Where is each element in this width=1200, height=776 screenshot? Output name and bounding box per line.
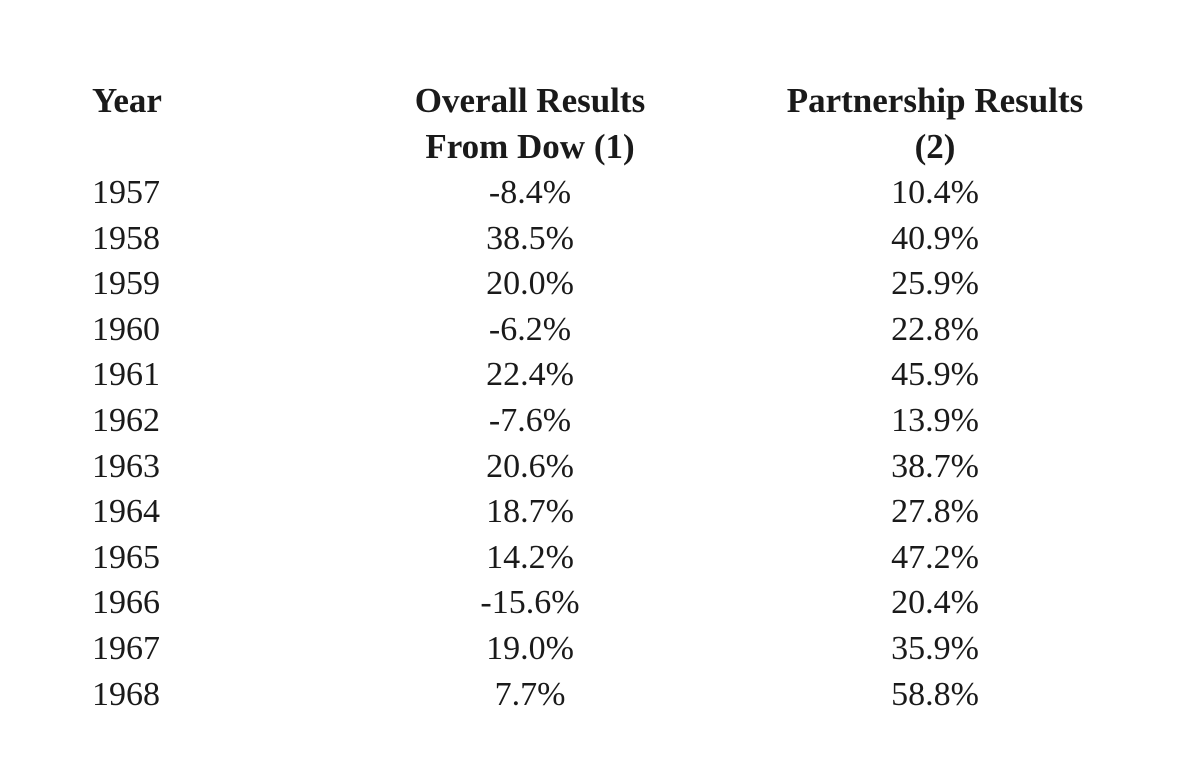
partnership-result-cell: 22.8%: [891, 310, 979, 348]
header-overall-results-line2: From Dow (1): [425, 127, 635, 166]
partnership-result-cell: 38.7%: [891, 447, 979, 485]
year-cell: 1962: [92, 401, 160, 439]
header-partnership-results-line1: Partnership Results: [786, 81, 1084, 120]
year-cell: 1960: [92, 310, 160, 348]
table-row: 1965 14.2% 47.2%: [0, 535, 1200, 581]
year-cell: 1963: [92, 447, 160, 485]
partnership-result-cell: 13.9%: [891, 401, 979, 439]
partnership-result-cell: 40.9%: [891, 219, 979, 257]
year-cell: 1967: [92, 629, 160, 667]
table-body: 1957 -8.4% 10.4% 1958 38.5% 40.9% 1959 2…: [0, 170, 1200, 717]
partnership-result-cell: 58.8%: [891, 675, 979, 713]
table-row: 1963 20.6% 38.7%: [0, 444, 1200, 490]
table-row: 1962 -7.6% 13.9%: [0, 398, 1200, 444]
year-cell: 1957: [92, 174, 160, 211]
year-cell: 1968: [92, 675, 160, 713]
table-row: 1964 18.7% 27.8%: [0, 489, 1200, 535]
table-row: 1957 -8.4% 10.4%: [0, 170, 1200, 216]
partnership-result-cell: 45.9%: [891, 356, 979, 394]
year-cell: 1966: [92, 584, 160, 622]
dow-result-cell: -6.2%: [488, 310, 572, 348]
table-row: 1967 19.0% 35.9%: [0, 626, 1200, 672]
dow-result-cell: -8.4%: [488, 174, 572, 211]
dow-result-cell: 20.0%: [486, 265, 574, 303]
header-partnership-results: Partnership Results (2): [735, 78, 1135, 170]
table-row: 1966 -15.6% 20.4%: [0, 580, 1200, 626]
dow-result-cell: 22.4%: [486, 356, 574, 394]
year-cell: 1961: [92, 356, 160, 394]
partnership-result-cell: 27.8%: [891, 493, 979, 531]
dow-result-cell: 14.2%: [486, 538, 574, 576]
dow-result-cell: 19.0%: [486, 629, 574, 667]
year-cell: 1965: [92, 538, 160, 576]
partnership-result-cell: 47.2%: [891, 538, 979, 576]
dow-result-cell: 18.7%: [486, 493, 574, 531]
dow-result-cell: 7.7%: [494, 675, 566, 713]
dow-result-cell: -15.6%: [480, 584, 580, 622]
table-row: 1968 7.7% 58.8%: [0, 672, 1200, 718]
header-partnership-results-line2: (2): [914, 127, 956, 166]
table-row: 1961 22.4% 45.9%: [0, 352, 1200, 398]
table-row: 1958 38.5% 40.9%: [0, 216, 1200, 262]
header-overall-results-line1: Overall Results: [414, 81, 646, 120]
table-row: 1960 -6.2% 22.8%: [0, 307, 1200, 353]
header-year: Year: [92, 78, 162, 124]
dow-result-cell: 38.5%: [486, 219, 574, 257]
dow-result-cell: 20.6%: [486, 447, 574, 485]
dow-result-cell: -7.6%: [488, 401, 572, 439]
year-cell: 1964: [92, 493, 160, 531]
partnership-result-cell: 25.9%: [891, 265, 979, 303]
table-row: 1959 20.0% 25.9%: [0, 261, 1200, 307]
partnership-result-cell: 10.4%: [891, 174, 979, 211]
header-overall-results: Overall Results From Dow (1): [330, 78, 730, 170]
header-year-label: Year: [92, 81, 162, 120]
year-cell: 1958: [92, 219, 160, 257]
partnership-result-cell: 35.9%: [891, 629, 979, 667]
partnership-result-cell: 20.4%: [891, 584, 979, 622]
year-cell: 1959: [92, 265, 160, 303]
